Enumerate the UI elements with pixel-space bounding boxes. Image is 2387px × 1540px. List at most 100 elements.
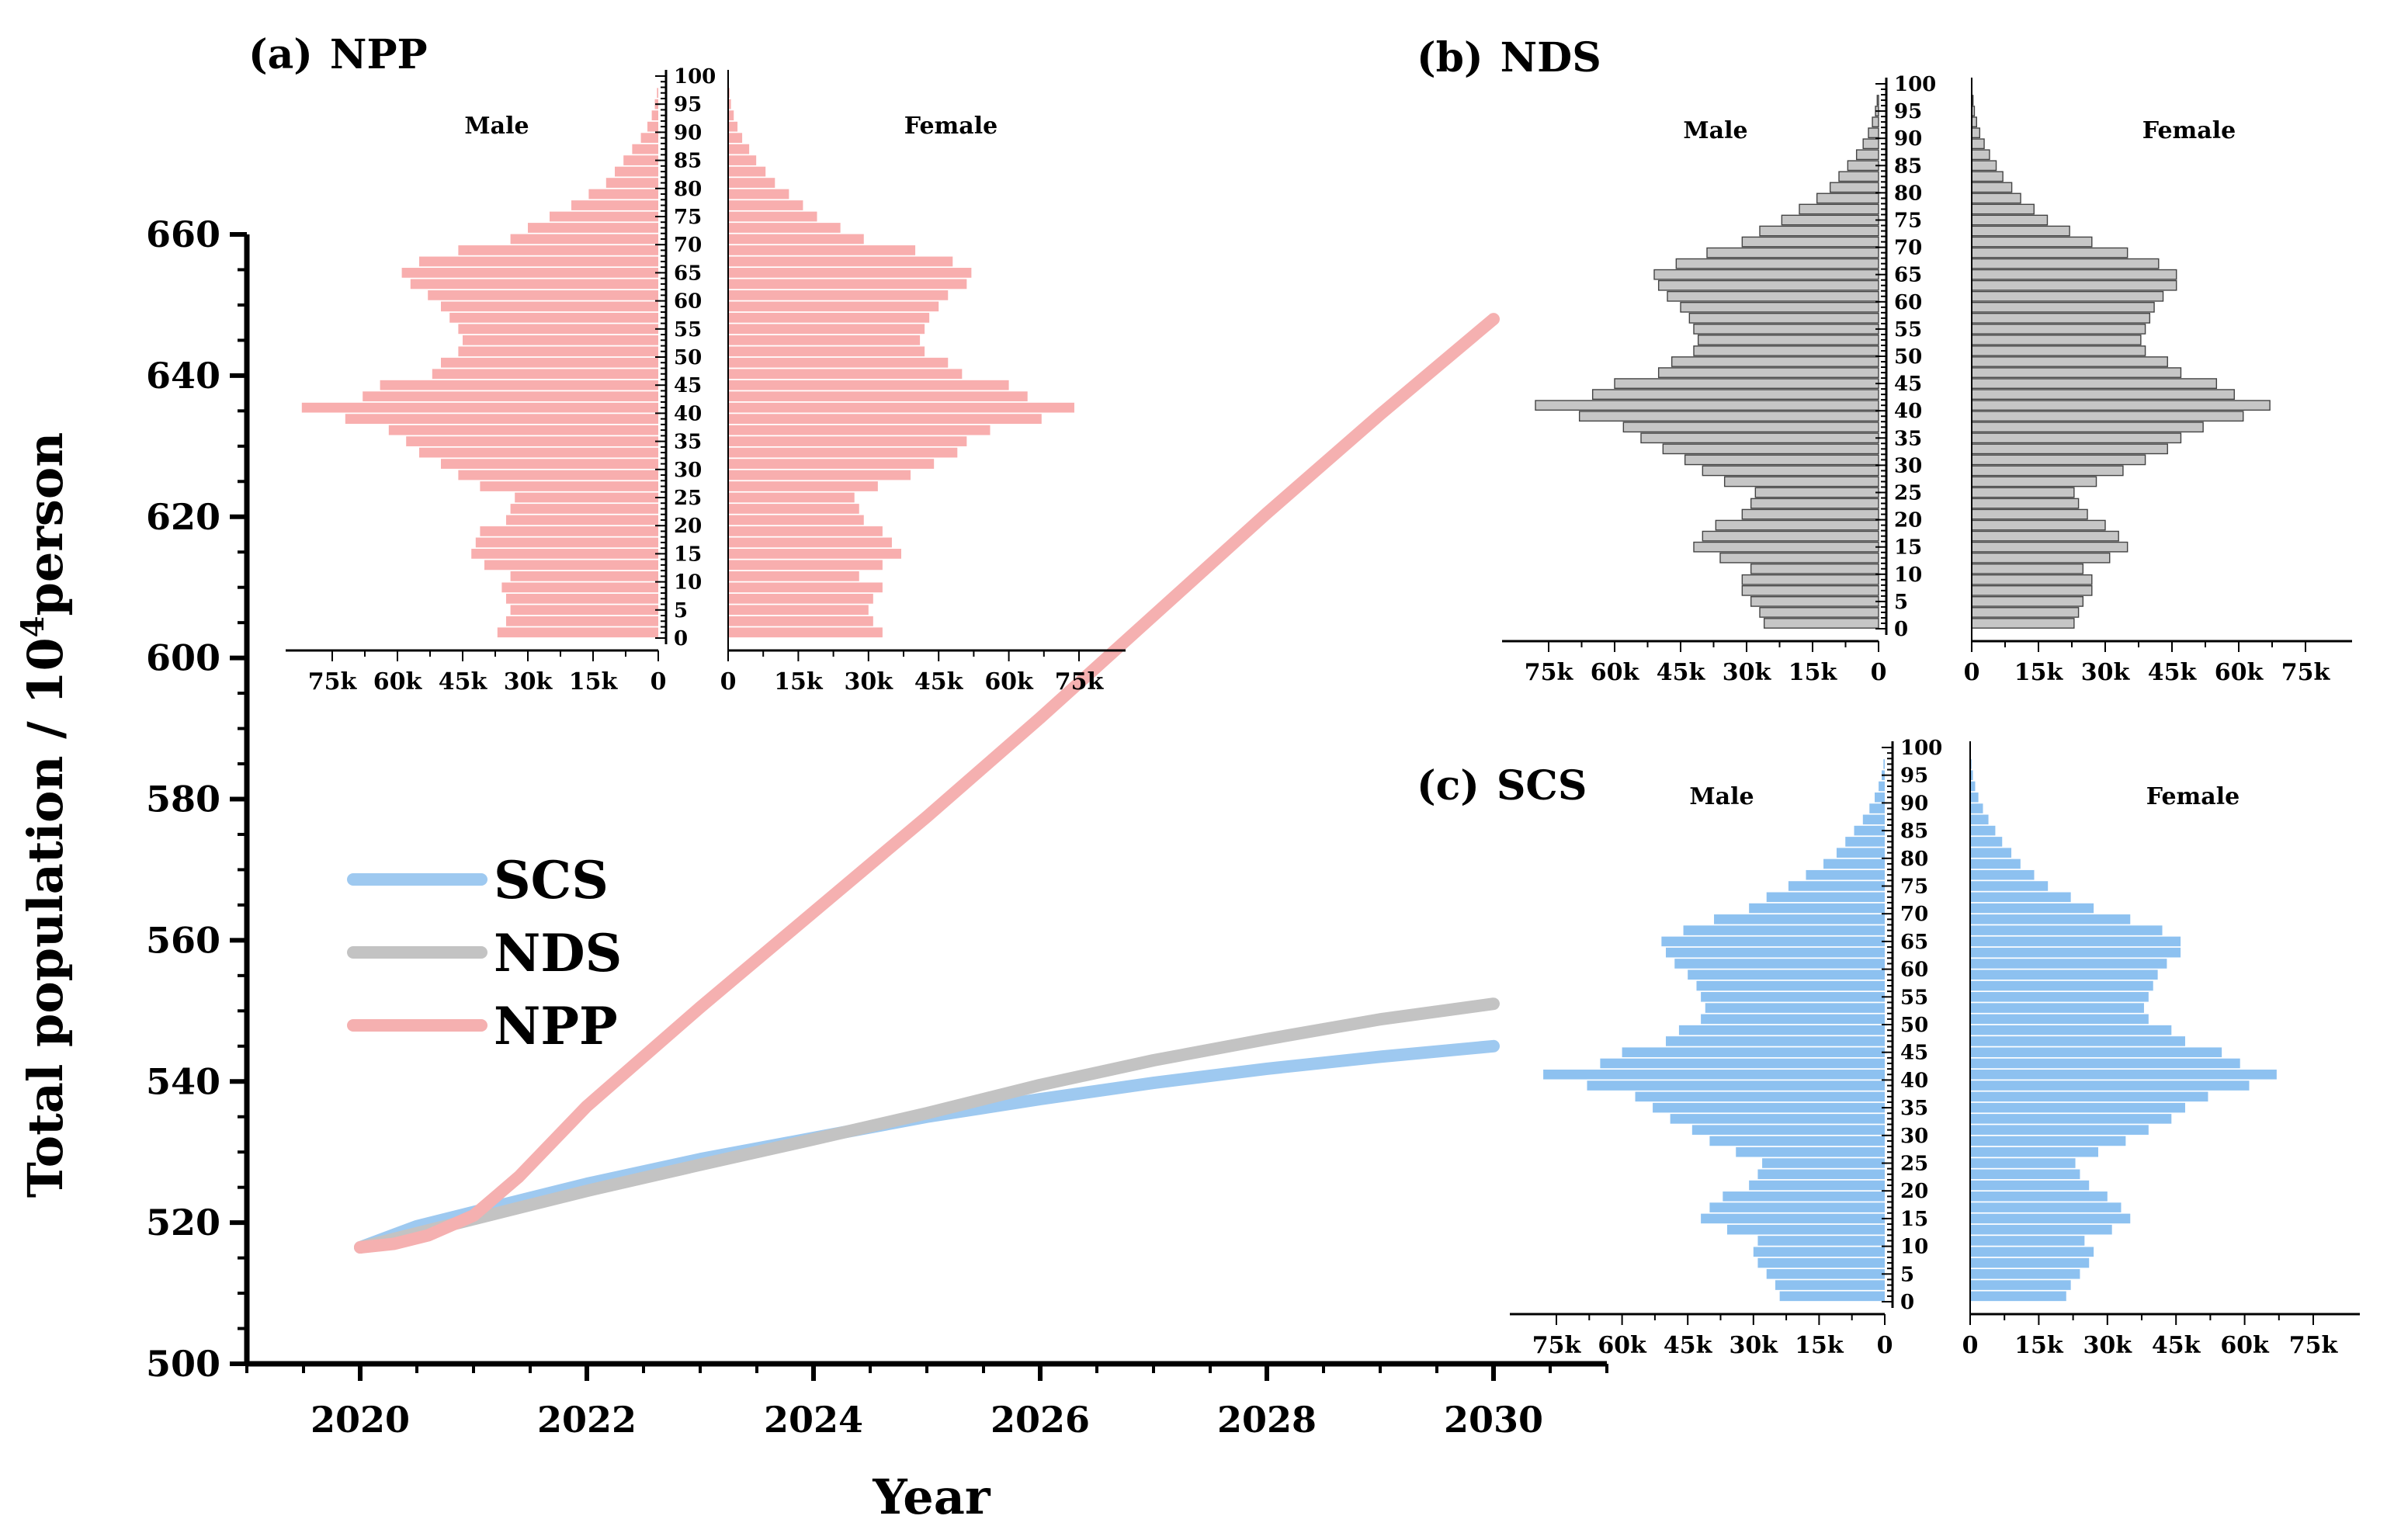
- age-tick-label: 95: [1900, 765, 1928, 788]
- age-tick-label: 30: [674, 459, 702, 482]
- female-bar: [1970, 881, 2049, 891]
- female-bar: [1971, 160, 1997, 172]
- male-bar: [1838, 171, 1879, 182]
- female-bar: [728, 492, 855, 503]
- male-bar: [1766, 892, 1885, 903]
- age-tick-label: 25: [1894, 482, 1922, 505]
- male-bar: [510, 605, 658, 616]
- male-bar: [1684, 454, 1879, 466]
- age-tick-label: 0: [1900, 1291, 1914, 1314]
- male-bar: [1680, 301, 1879, 313]
- age-tick-label: 25: [1900, 1153, 1928, 1176]
- male-bar: [1759, 225, 1879, 237]
- panel-title: (c) SCS: [1417, 762, 1587, 810]
- female-bar: [1970, 1058, 2240, 1069]
- age-tick-label: 0: [1894, 618, 1908, 641]
- male-bar: [1535, 400, 1879, 411]
- male-bar: [632, 144, 658, 154]
- age-tick-label: 55: [1900, 986, 1928, 1009]
- male-bar: [1667, 290, 1879, 302]
- legend-label-npp: NPP: [494, 996, 618, 1056]
- female-bar: [1970, 1247, 2094, 1257]
- panel-title-name: NDS: [1501, 34, 1601, 82]
- x-tick-label: 2030: [1444, 1399, 1543, 1441]
- male-bar: [1757, 1257, 1885, 1268]
- male-bar: [1883, 759, 1885, 769]
- age-tick-label: 40: [1894, 400, 1922, 423]
- legend-label-nds: NDS: [494, 923, 622, 983]
- age-tick-label: 15: [674, 543, 702, 566]
- male-x-tick-label: 45k: [439, 668, 488, 695]
- male-bar: [1697, 335, 1879, 345]
- male-bar: [1766, 1269, 1885, 1279]
- female-bar: [728, 459, 935, 469]
- female-bar: [1970, 969, 2158, 980]
- male-bar: [1683, 925, 1885, 935]
- pyramid-scs: 0 5 10 15 20 25 30 35 40 45 50 55 60 65 70 75 80 85 90 95 10…: [1417, 737, 2360, 1359]
- male-bar: [1678, 1025, 1885, 1035]
- age-tick-label: 100: [1894, 73, 1936, 96]
- female-x-tick-label: 30k: [2081, 659, 2131, 686]
- female-bar: [1970, 869, 2035, 880]
- male-bar: [1829, 182, 1879, 193]
- age-tick-label: 80: [674, 178, 702, 201]
- age-tick-label: 15: [1894, 536, 1922, 560]
- female-bar: [1970, 814, 1989, 825]
- male-bar: [1879, 781, 1885, 792]
- female-bar: [1970, 1036, 2185, 1046]
- panel-title-name: NPP: [330, 31, 428, 78]
- pyramid-nds: 0 5 10 15 20 25 30 35 40 45 50 55 60 65 70 75 80 85 90 95 10…: [1417, 34, 2352, 686]
- female-bar: [728, 447, 958, 458]
- male-bar: [1741, 584, 1879, 596]
- female-bar: [1971, 476, 2097, 487]
- female-bar: [1970, 892, 2071, 903]
- female-bar: [1970, 858, 2021, 869]
- female-bar: [728, 627, 883, 638]
- female-bar: [1971, 367, 2182, 378]
- female-bar: [1970, 1158, 2076, 1168]
- male-x-tick-label: 45k: [1657, 659, 1706, 686]
- male-bar: [1591, 389, 1879, 401]
- male-bar: [458, 470, 658, 480]
- age-tick-label: 25: [674, 487, 702, 510]
- female-x-tick-label: 0: [720, 668, 737, 695]
- female-bar: [1971, 324, 2146, 335]
- y-tick-label: 640: [146, 355, 220, 397]
- male-bar: [1847, 160, 1879, 172]
- male-bar: [1845, 837, 1885, 847]
- female-bar: [1971, 574, 2093, 585]
- female-bar: [1970, 1180, 2090, 1191]
- age-tick-label: 30: [1894, 454, 1922, 477]
- male-bar: [1726, 1224, 1885, 1235]
- female-bar: [728, 436, 967, 446]
- female-bar: [1971, 279, 2177, 291]
- female-x-tick-label: 15k: [2014, 659, 2064, 686]
- female-bar: [1971, 301, 2155, 313]
- female-bar: [1971, 345, 2146, 356]
- male-x-tick-label: 15k: [569, 668, 619, 695]
- panel-title-letter: (c): [1417, 762, 1480, 810]
- female-bar: [728, 211, 817, 222]
- female-bar: [1970, 1169, 2080, 1180]
- male-bar: [1854, 825, 1885, 836]
- age-tick-label: 85: [1900, 820, 1928, 843]
- panel-title-name: SCS: [1497, 762, 1587, 810]
- y-tick-label: 500: [146, 1343, 220, 1385]
- male-bar: [1719, 552, 1879, 564]
- age-tick-label: 40: [1900, 1069, 1928, 1092]
- y-axis-title-superscript: 4: [15, 616, 51, 638]
- female-bar: [728, 189, 789, 199]
- age-tick-label: 65: [674, 262, 702, 285]
- series-line-npp: [354, 313, 1500, 1254]
- male-bar: [480, 481, 658, 491]
- female-bar: [1970, 992, 2149, 1002]
- female-bar: [1970, 914, 2131, 924]
- age-tick-label: 35: [674, 431, 702, 454]
- age-tick-label: 20: [1900, 1180, 1928, 1203]
- age-tick-label: 55: [674, 318, 702, 342]
- x-tick-label: 2028: [1217, 1399, 1317, 1441]
- male-bar: [1640, 432, 1879, 444]
- female-bar: [1971, 541, 2129, 553]
- female-bar: [1971, 552, 2111, 564]
- age-tick-label: 70: [674, 234, 702, 257]
